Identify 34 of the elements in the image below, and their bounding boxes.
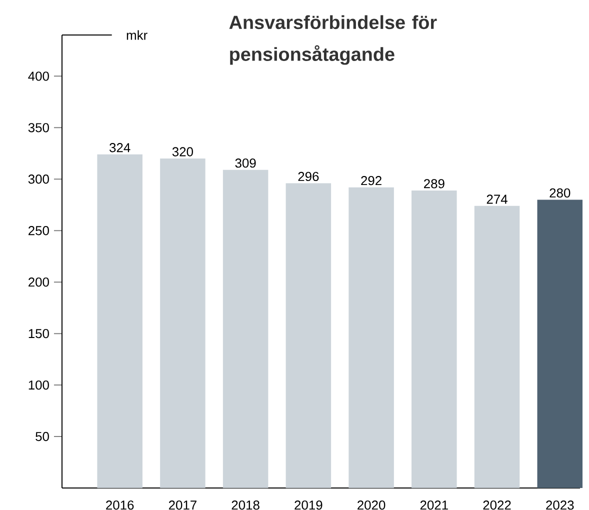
data-label: 280 [550, 188, 570, 198]
bar [97, 154, 142, 488]
x-tick-label: 2016 [106, 500, 134, 510]
y-tick-label: 350 [28, 123, 49, 132]
bar [474, 206, 520, 488]
bar [412, 190, 457, 488]
data-label: 320 [172, 147, 193, 156]
bar [537, 200, 583, 488]
data-label: 274 [486, 194, 508, 204]
x-tick-label: 2021 [420, 500, 448, 510]
data-label: 324 [110, 143, 130, 152]
data-label: 309 [235, 158, 256, 168]
bar [222, 170, 268, 488]
x-tick-label: 2018 [232, 500, 260, 510]
bar [160, 158, 206, 488]
bar [348, 187, 394, 488]
x-tick-label: 2020 [358, 500, 386, 510]
y-axis-title: mkr [126, 30, 148, 40]
x-tick-label: 2017 [168, 500, 196, 510]
x-tick-label: 2022 [483, 500, 511, 510]
data-label: 296 [298, 172, 319, 182]
y-tick-label: 50 [36, 432, 49, 442]
bar [286, 183, 332, 488]
x-tick-label: 2023 [546, 500, 574, 510]
y-tick-label: 250 [28, 226, 49, 236]
y-tick-label: 150 [28, 328, 49, 338]
x-tick-label: 2019 [294, 500, 322, 510]
y-tick-label: 400 [28, 72, 49, 81]
data-label: 292 [361, 176, 382, 186]
chart-title: Ansvarsförbindelse för pensionsåtagande [229, 15, 437, 65]
y-tick-label: 300 [28, 174, 49, 184]
data-label: 289 [424, 179, 444, 188]
y-tick-label: 100 [28, 380, 49, 390]
y-tick-label: 200 [28, 278, 49, 287]
